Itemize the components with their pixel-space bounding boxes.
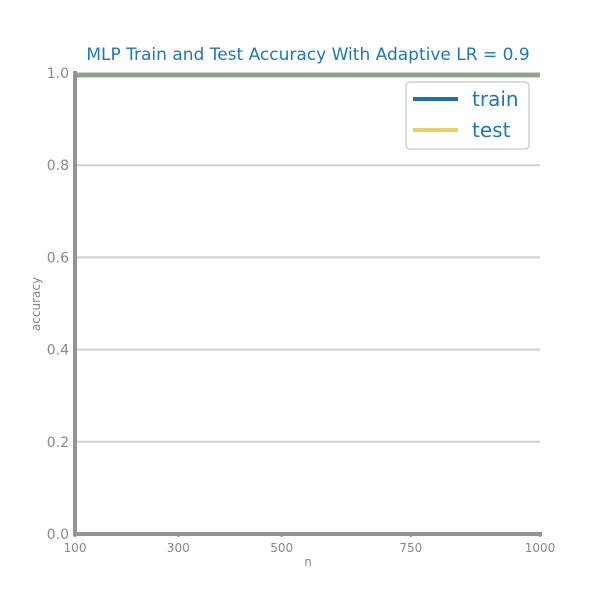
legend-label-test: test bbox=[472, 118, 511, 142]
grid-layer bbox=[75, 72, 540, 443]
legend-label-train: train bbox=[472, 87, 519, 111]
x-axis-label: n bbox=[304, 555, 312, 569]
x-tick-label: 100 bbox=[64, 541, 87, 555]
y-tick-label: 0.2 bbox=[47, 435, 69, 451]
labels-layer: 0.0 0.2 0.4 0.6 0.8 1.0 100 300 500 750 1000 bbox=[47, 66, 556, 555]
x-tick-label: 300 bbox=[167, 541, 190, 555]
x-tick-label: 750 bbox=[399, 541, 422, 555]
y-axis-label: accuracy bbox=[29, 277, 43, 331]
axes-layer bbox=[73, 71, 542, 537]
legend: train test bbox=[405, 81, 530, 150]
x-tick-label: 1000 bbox=[525, 541, 556, 555]
y-tick-label: 0.6 bbox=[47, 250, 69, 266]
y-tick-label: 0.0 bbox=[47, 527, 69, 543]
y-tick-label: 0.8 bbox=[47, 158, 69, 174]
chart-title: MLP Train and Test Accuracy With Adaptiv… bbox=[86, 45, 529, 65]
x-tick-label: 500 bbox=[270, 541, 293, 555]
y-tick-label: 1.0 bbox=[47, 66, 69, 82]
y-tick-label: 0.4 bbox=[47, 343, 69, 359]
